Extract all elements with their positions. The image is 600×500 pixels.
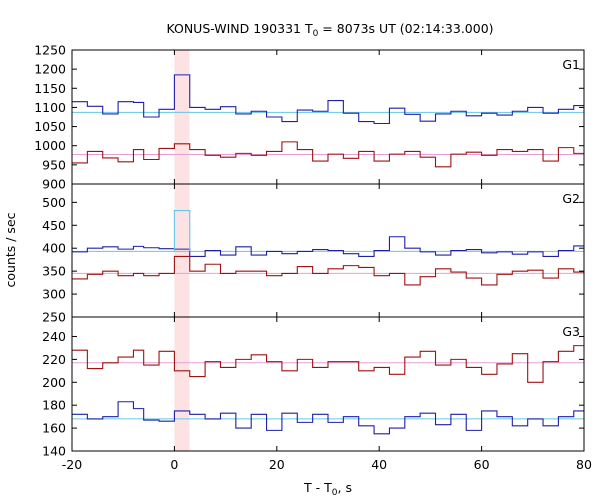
y-tick-label: 250 (42, 310, 66, 325)
y-tick-label: 300 (42, 287, 66, 302)
panel-label-g2: G2 (562, 191, 580, 206)
chart-title: KONUS-WIND 190331 T0 = 8073s UT (02:14:3… (166, 21, 493, 39)
x-tick-label: 20 (269, 457, 285, 472)
series-g2-blue (72, 236, 584, 258)
plot-area: 900 950 1000 1050 1100 1150 1200 1250 G1 250 300 35… (34, 43, 592, 473)
y-tick-label: 1250 (34, 43, 66, 58)
series-g2-red (72, 255, 584, 286)
series-g2-blue_background (173, 210, 191, 252)
y-tick-label: 1200 (34, 62, 66, 77)
x-tick-label: 80 (576, 457, 592, 472)
y-tick-label: 1150 (34, 81, 66, 96)
y-tick-label: 350 (42, 264, 66, 279)
y-tick-label: 240 (42, 329, 66, 344)
x-tick-label: 0 (170, 457, 178, 472)
y-tick-label: 900 (42, 177, 66, 192)
series-g3-blue (72, 401, 584, 435)
series-g1-blue (72, 74, 584, 125)
y-tick-label: 180 (42, 398, 66, 413)
x-axis-label: T - T0, s (303, 480, 352, 498)
panel-label-g1: G1 (562, 57, 580, 72)
highlight-band (174, 50, 190, 451)
series-g3-red (72, 345, 584, 383)
panel-frame-g3 (71, 316, 585, 452)
x-tick-label: -20 (62, 457, 82, 472)
y-tick-label: 400 (42, 241, 66, 256)
x-tick-label: 60 (474, 457, 490, 472)
y-tick-label: 160 (42, 421, 66, 436)
y-tick-label: 1100 (34, 100, 66, 115)
y-tick-label: 450 (42, 218, 66, 233)
y-tick-label: 500 (42, 195, 66, 210)
series-g1-red (72, 141, 584, 168)
y-axis-label: counts / sec (3, 212, 18, 287)
y-tick-label: 1050 (34, 119, 66, 134)
y-tick-label: 140 (42, 444, 66, 459)
y-tick-label: 220 (42, 352, 66, 367)
panel-label-g3: G3 (562, 324, 580, 339)
x-tick-label: 40 (371, 457, 387, 472)
y-tick-label: 200 (42, 375, 66, 390)
y-tick-label: 1000 (34, 138, 66, 153)
y-tick-label: 950 (42, 157, 66, 172)
